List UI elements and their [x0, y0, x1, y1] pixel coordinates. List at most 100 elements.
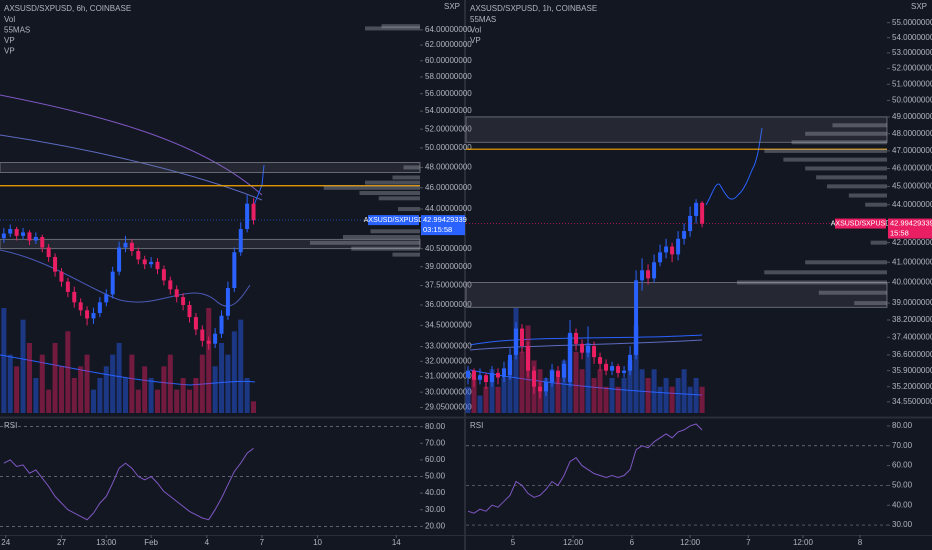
indicator-label: 55MAS	[470, 15, 496, 24]
rsi-tick-label: 80.00	[892, 421, 913, 430]
candle-body	[465, 370, 470, 378]
x-tick-label: 7	[746, 538, 751, 547]
candle-body	[700, 202, 705, 224]
volume-bar	[471, 378, 477, 413]
y-tick-label: 39.00000000	[425, 262, 472, 271]
x-tick-label: 8	[858, 538, 863, 547]
volume-profile-bar	[365, 26, 420, 31]
candle-body	[168, 280, 173, 290]
y-tick-label: 52.00000000	[892, 64, 932, 73]
y-tick-label: 49.00000000	[892, 112, 932, 121]
projection-line	[253, 164, 265, 206]
chart-title: AXSUSD/SXPUSD, 1h, COINBASE	[470, 4, 597, 13]
candle-body	[592, 346, 597, 358]
candle-body	[238, 229, 243, 253]
volume-profile-bar	[403, 165, 420, 170]
x-tick-label: 13:00	[96, 538, 117, 547]
volume-bar	[627, 360, 633, 413]
candle-body	[65, 281, 70, 292]
volume-bar	[555, 378, 561, 413]
candle-body	[33, 237, 38, 241]
volume-bar	[633, 325, 639, 413]
volume-bar	[573, 351, 579, 413]
candle-body	[610, 366, 615, 371]
candle-body	[200, 329, 205, 341]
volume-bar	[20, 319, 26, 413]
price-tag-countdown: 15:58	[890, 229, 909, 238]
candle-body	[78, 302, 83, 311]
volume-bar	[609, 378, 615, 413]
candle-body	[161, 269, 166, 281]
price-tag-box	[421, 215, 465, 236]
candle-body	[622, 370, 627, 373]
volume-bar	[39, 354, 45, 413]
volume-profile-bar	[737, 280, 887, 285]
volume-bar	[97, 378, 103, 413]
candle-body	[652, 262, 657, 279]
candle-body	[129, 242, 134, 252]
candle-body	[14, 229, 19, 236]
candle-body	[664, 246, 669, 253]
y-tick-label: 37.50000000	[425, 281, 472, 290]
volume-bar	[58, 366, 64, 413]
price-tag-name: AXSUSD/SXPUSD	[831, 220, 891, 227]
volume-bar	[231, 331, 237, 413]
volume-profile-bar	[381, 24, 420, 29]
candle-body	[538, 386, 543, 392]
axis-unit: SXP	[444, 2, 460, 11]
y-tick-label: 36.00000000	[425, 300, 472, 309]
price-zone	[0, 238, 421, 250]
candle-body	[206, 340, 211, 344]
volume-bar	[78, 366, 84, 413]
volume-bar	[135, 389, 141, 413]
candle-body	[225, 288, 230, 316]
volume-bar	[155, 389, 160, 413]
candle-body	[213, 333, 218, 344]
x-tick-label: 5	[511, 538, 516, 547]
volume-bar	[561, 360, 567, 413]
y-tick-label: 40.00000000	[892, 278, 932, 287]
candle-body	[574, 332, 579, 344]
volume-bar	[71, 378, 77, 413]
volume-bar	[579, 369, 585, 413]
volume-bar	[519, 351, 525, 413]
volume-profile-bar	[805, 260, 887, 265]
volume-bar	[225, 354, 231, 413]
candle-body	[193, 317, 198, 330]
volume-bar	[244, 378, 250, 413]
volume-bar	[206, 308, 212, 413]
rsi-tick-label: 60.00	[425, 455, 446, 464]
volume-profile-bar	[764, 270, 887, 275]
price-tag-box	[888, 218, 932, 239]
price-zone	[465, 116, 888, 143]
price-tag-value: 42.99429339	[890, 219, 932, 228]
volume-bar	[26, 343, 32, 413]
x-tick-label: 24	[1, 538, 10, 547]
y-tick-label: 48.00000000	[425, 163, 472, 172]
y-tick-label: 46.00000000	[892, 164, 932, 173]
volume-profile-bar	[343, 235, 420, 240]
rsi-title: RSI	[4, 421, 17, 430]
candle-body	[556, 370, 561, 378]
candle-body	[40, 237, 45, 248]
candle-body	[495, 372, 500, 378]
candle-body	[514, 328, 519, 355]
volume-bar	[477, 395, 483, 413]
volume-bar	[7, 354, 13, 413]
volume-bar	[46, 389, 52, 413]
rsi-title: RSI	[470, 421, 483, 430]
y-tick-label: 36.60000000	[892, 350, 932, 359]
volume-bar	[110, 354, 116, 413]
y-tick-label: 35.90000000	[892, 366, 932, 375]
volume-bar	[657, 386, 663, 413]
rsi-tick-label: 40.00	[892, 500, 913, 509]
candle-body	[59, 271, 64, 282]
volume-bar	[693, 378, 699, 413]
y-tick-label: 56.00000000	[425, 89, 472, 98]
y-tick-label: 64.00000000	[425, 25, 472, 34]
rsi-tick-label: 70.00	[892, 441, 913, 450]
volume-bar	[675, 378, 681, 413]
candle-body	[477, 375, 482, 380]
volume-bar	[483, 386, 489, 413]
volume-bar	[180, 378, 186, 413]
